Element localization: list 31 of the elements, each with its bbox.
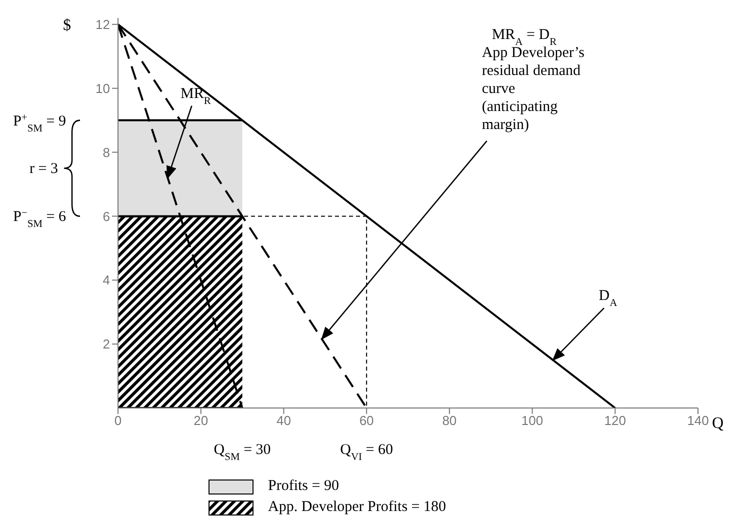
x-tick-label: 20 [194, 413, 208, 428]
y-tick-label: 2 [102, 336, 110, 352]
x-tick-label: 120 [604, 413, 626, 428]
text: r = 3 [30, 161, 58, 178]
y-tick-label: 12 [96, 17, 110, 32]
legend-label: App. Developer Profits = 180 [268, 499, 446, 516]
annotation: D$_{A}$ [598, 288, 618, 309]
y-tick-label: 4 [102, 272, 110, 288]
annotation: MR$_{A}$ = D$_{R}$ [492, 26, 557, 48]
text: Q$_{VI}$ = 60 [340, 442, 394, 462]
x-tick-label: 60 [359, 413, 374, 428]
x-tick-label: 80 [442, 413, 457, 428]
text: P$^{−}$$_{SM}$ = 6 [13, 208, 66, 230]
annotation: residual demand [482, 62, 582, 79]
annotation: (anticipating [482, 98, 558, 115]
annotation: MR$_{R}$ [180, 86, 211, 106]
legend-label: Profits = 90 [268, 478, 339, 495]
annotation: curve [482, 80, 516, 97]
x-tick-label: 0 [114, 413, 122, 428]
text: P$^{+}$$_{SM}$ = 9 [13, 112, 66, 134]
x-tick-label: 40 [276, 413, 291, 428]
y-axis-title: $ [63, 17, 71, 34]
annotation: margin) [482, 116, 530, 133]
y-tick-label: 8 [102, 144, 110, 160]
x-tick-label: 140 [687, 413, 709, 428]
text: Q$_{SM}$ = 30 [214, 442, 271, 462]
x-tick-label: 100 [521, 413, 544, 428]
y-tick-label: 10 [96, 80, 110, 96]
annotation: App Developer’s [482, 44, 585, 61]
y-tick-label: 6 [102, 208, 110, 224]
x-axis-title: Q [712, 415, 724, 432]
